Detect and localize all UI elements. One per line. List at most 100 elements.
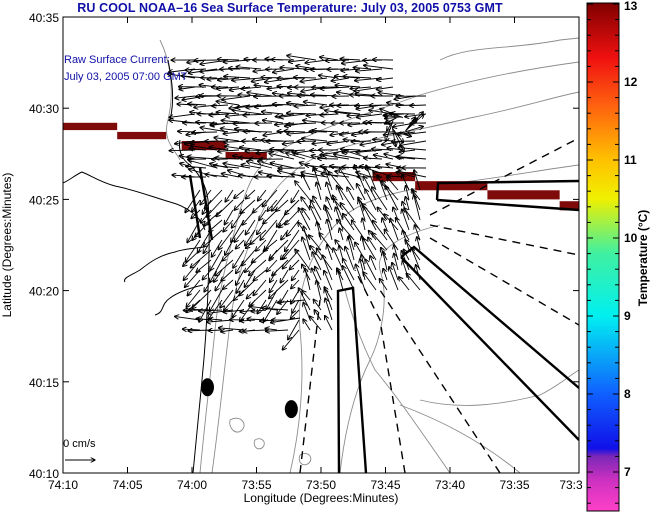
current-vector	[288, 60, 306, 62]
current-vector	[360, 140, 383, 145]
current-vector	[365, 259, 377, 281]
current-vector	[300, 77, 328, 82]
current-vector	[279, 219, 289, 228]
current-vector	[325, 168, 333, 191]
bathymetry-contour	[253, 438, 265, 450]
traffic-separation-dashed	[429, 237, 579, 326]
current-vector	[266, 259, 278, 272]
current-vector	[333, 248, 344, 271]
current-vector	[391, 126, 396, 146]
current-vector	[334, 154, 361, 160]
current-vector	[324, 205, 333, 231]
colorbar-tick-label: 7	[624, 465, 631, 479]
current-vector	[209, 219, 223, 232]
current-vector	[410, 105, 427, 106]
current-vector	[363, 206, 377, 231]
current-vector	[316, 182, 322, 201]
current-vector	[378, 175, 388, 201]
current-vector	[185, 189, 201, 213]
current-vector	[363, 272, 377, 291]
bathymetry-contour	[399, 404, 521, 473]
current-vector	[209, 319, 223, 320]
current-vector	[239, 330, 267, 331]
current-vector	[253, 269, 267, 281]
map-title: RU COOL NOAA–16 Sea Surface Temperature:…	[77, 1, 503, 15]
current-vector	[243, 114, 273, 115]
sst-pixel	[63, 122, 118, 131]
x-tick-label: 73:55	[241, 478, 271, 492]
sst-pixel	[225, 151, 267, 160]
current-vector	[280, 269, 289, 283]
current-vector	[335, 85, 361, 87]
current-vector	[243, 131, 273, 132]
bathymetry-contour	[211, 91, 579, 473]
current-vector	[212, 105, 229, 106]
current-vector	[218, 150, 240, 151]
current-vector	[383, 268, 388, 281]
current-vector	[191, 209, 201, 219]
traffic-separation-dashed	[299, 299, 321, 473]
current-vector	[204, 209, 223, 226]
current-vector	[229, 86, 251, 90]
current-vector	[222, 95, 251, 100]
current-vector	[259, 209, 267, 220]
current-vector	[343, 76, 372, 78]
current-vector	[222, 249, 234, 261]
current-vector	[337, 185, 344, 201]
current-vector	[270, 149, 295, 150]
current-vector	[356, 184, 366, 201]
current-vector	[266, 289, 278, 309]
current-vector	[289, 259, 300, 270]
current-vector	[186, 289, 201, 307]
current-vector	[267, 199, 278, 211]
current-vector	[204, 279, 212, 292]
current-vector	[202, 269, 212, 280]
current-vector	[216, 112, 240, 114]
current-vector	[188, 104, 207, 105]
current-vector	[207, 309, 234, 313]
y-tick-label: 40:10	[29, 467, 59, 481]
current-vector	[269, 249, 278, 261]
colorbar-tick-label: 12	[624, 75, 638, 89]
current-vector	[221, 269, 234, 281]
current-vector	[358, 199, 366, 221]
current-vector	[348, 237, 355, 261]
current-vector	[351, 141, 372, 142]
current-vector	[187, 279, 201, 296]
current-vector	[279, 113, 306, 117]
current-vector	[169, 150, 196, 151]
current-vector	[202, 199, 212, 214]
current-vector	[356, 150, 383, 152]
current-vector	[287, 55, 317, 61]
current-vector	[232, 110, 262, 115]
current-vector	[254, 105, 284, 107]
current-vector	[270, 317, 301, 323]
current-vector	[373, 139, 394, 141]
current-vector	[285, 199, 300, 215]
current-vector	[365, 189, 377, 211]
current-vector	[383, 251, 388, 271]
current-vector	[217, 59, 240, 60]
current-vector	[258, 189, 267, 201]
colorbar-tick-label: 10	[624, 231, 638, 245]
southeast-lane	[400, 256, 579, 441]
current-vector	[326, 182, 333, 201]
current-vector	[285, 209, 300, 225]
y-tick-label: 40:20	[29, 285, 59, 299]
current-vector	[261, 308, 289, 310]
sst-pixel	[559, 201, 579, 211]
current-vector	[285, 229, 300, 251]
current-vector	[353, 67, 372, 69]
current-vector	[339, 228, 344, 241]
current-vector	[239, 147, 262, 151]
current-vector	[245, 219, 256, 235]
current-vector	[282, 329, 300, 350]
current-vector	[325, 298, 333, 321]
current-vector	[313, 196, 322, 211]
current-vector	[288, 319, 300, 340]
current-vector	[414, 195, 421, 221]
mooring-marker	[200, 378, 214, 397]
current-vector	[235, 239, 245, 249]
current-vector	[373, 220, 388, 241]
